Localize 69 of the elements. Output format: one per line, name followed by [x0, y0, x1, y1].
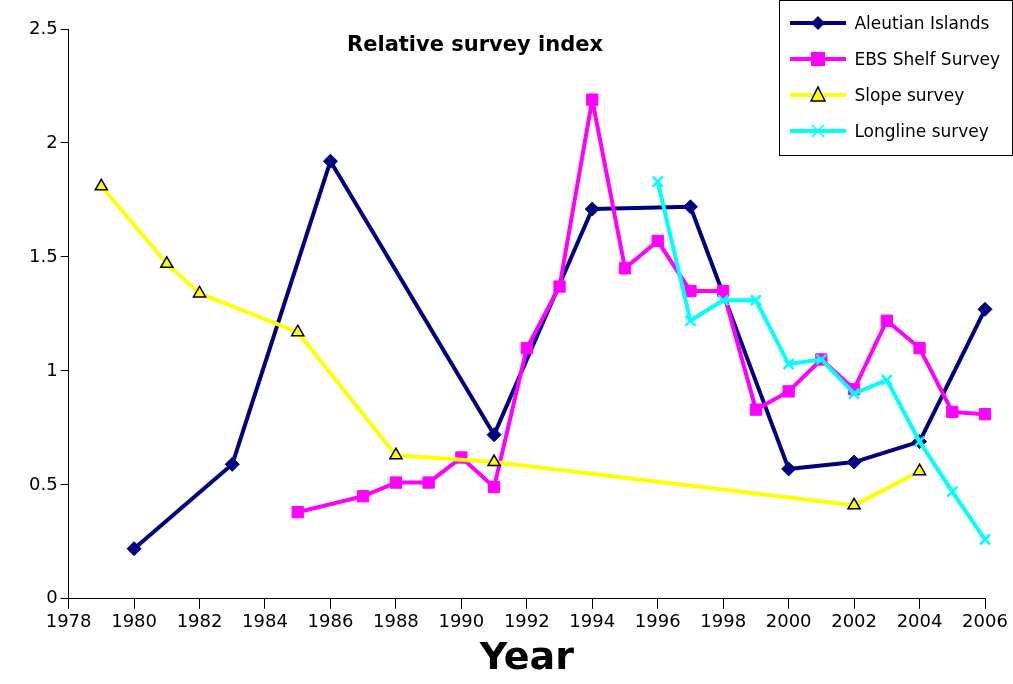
point: [357, 490, 370, 503]
point: [846, 454, 862, 470]
legend-label: Aleutian Islands: [854, 13, 990, 33]
point: [126, 541, 142, 557]
x-tick-label: 1996: [634, 610, 681, 632]
x-tick-label: 2002: [831, 610, 877, 632]
point: [716, 294, 730, 307]
point: [749, 403, 763, 416]
point: [389, 447, 403, 460]
point: [584, 201, 600, 217]
x-tick-label: 1982: [176, 610, 223, 632]
x-tick-label: 1998: [700, 610, 747, 632]
x-tick-label: 1990: [438, 610, 485, 632]
x-tick-label: 1986: [307, 610, 354, 632]
point: [946, 485, 959, 498]
x-tick-label: 1978: [45, 610, 92, 632]
point: [486, 427, 502, 443]
point: [322, 153, 338, 169]
y-tick-label: 2: [46, 130, 58, 152]
point: [978, 533, 992, 546]
point: [782, 357, 795, 371]
point: [422, 476, 435, 489]
x-axis-title: Year: [478, 634, 575, 679]
point: [192, 285, 207, 298]
x-tick-label: 1984: [242, 610, 288, 632]
point: [912, 463, 927, 476]
y-tick-label: 0.5: [28, 472, 58, 494]
point: [684, 284, 697, 298]
point: [553, 280, 566, 293]
point: [847, 497, 861, 510]
legend-label: Slope survey: [854, 85, 965, 105]
y-tick-label: 1.5: [28, 244, 58, 266]
point: [290, 324, 305, 337]
point: [782, 385, 795, 398]
x-tick-label: 1994: [569, 610, 616, 632]
point: [946, 405, 959, 419]
point: [487, 480, 501, 494]
x-tick-label: 1980: [111, 610, 157, 632]
point: [160, 256, 174, 269]
y-tick-label: 0: [46, 586, 58, 608]
x-tick-label: 1988: [373, 610, 419, 632]
point: [389, 476, 403, 489]
x-tick-label: 2006: [962, 610, 1008, 632]
x-tick-label: 2004: [896, 610, 943, 632]
point: [749, 294, 763, 307]
point: [781, 461, 797, 477]
x-tick-label: 1992: [503, 610, 550, 632]
chart-title: Relative survey index: [347, 32, 603, 56]
point: [618, 262, 632, 275]
y-tick-label: 1: [46, 358, 58, 380]
point: [291, 506, 304, 519]
point: [651, 175, 664, 188]
point: [487, 454, 501, 467]
point: [977, 301, 993, 317]
point: [520, 341, 533, 355]
legend-label: Longline survey: [854, 121, 989, 141]
point: [913, 341, 926, 355]
point: [978, 408, 992, 421]
point: [586, 93, 599, 106]
point: [880, 314, 893, 327]
point: [880, 373, 894, 387]
point: [847, 387, 861, 400]
legend-label: EBS Shelf Survey: [854, 49, 1000, 69]
point: [651, 234, 664, 248]
point: [684, 314, 697, 327]
y-tick-label: 2.5: [28, 16, 58, 38]
x-tick-label: 2000: [765, 610, 812, 632]
point: [224, 456, 240, 472]
point: [94, 178, 109, 191]
